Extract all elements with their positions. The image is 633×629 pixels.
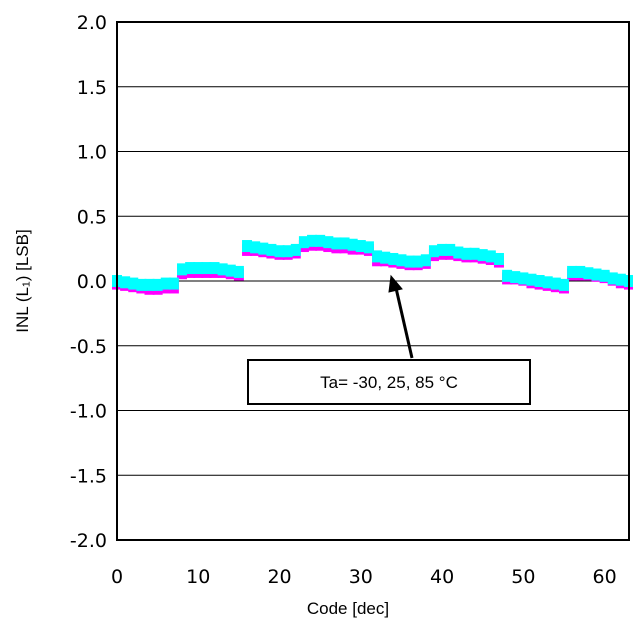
annotation-text: Ta= -30, 25, 85 °C	[320, 373, 458, 392]
data-point	[225, 264, 236, 277]
data-point	[558, 278, 569, 291]
annotation-box	[247, 359, 531, 405]
data-point	[534, 275, 545, 287]
data-point	[217, 263, 228, 276]
data-point	[298, 236, 309, 249]
data-point	[152, 278, 163, 291]
data-point	[510, 271, 521, 284]
data-point	[355, 240, 366, 253]
x-tick-label: 10	[186, 566, 210, 588]
data-point	[242, 240, 253, 253]
annotation-arrowhead	[388, 274, 403, 293]
data-point	[177, 263, 188, 276]
annotation-arrow-line	[394, 287, 414, 359]
data-point	[274, 245, 285, 258]
data-point	[412, 255, 423, 268]
x-tick-label: 60	[593, 566, 617, 588]
y-tick-label: 0.0	[77, 271, 107, 293]
y-tick-label: -1.5	[70, 465, 107, 487]
data-point	[193, 262, 204, 275]
y-tick-label: 2.0	[77, 12, 107, 34]
y-tick-label: -0.5	[70, 336, 107, 358]
y-tick-labels: 2.0 1.5 1.0 0.5 0.0 -0.5 -1.0 -1.5 -2.0	[70, 12, 107, 552]
y-tick-label: 0.5	[77, 206, 107, 228]
data-point	[599, 269, 610, 282]
data-point	[607, 272, 618, 285]
data-point	[388, 252, 399, 265]
data-point	[477, 249, 488, 262]
data-point	[209, 262, 220, 275]
data-point	[502, 269, 513, 282]
data-point	[550, 277, 561, 290]
data-point	[144, 278, 155, 291]
x-axis-label: Code [dec]	[307, 599, 389, 618]
data-point	[567, 265, 578, 278]
plot-frame	[116, 21, 630, 541]
data-point	[404, 255, 415, 268]
data-point	[542, 276, 553, 289]
data-point	[315, 234, 326, 247]
data-point	[290, 243, 301, 256]
x-tick-label: 50	[511, 566, 535, 588]
y-tick-label: -2.0	[70, 530, 107, 552]
data-point	[420, 254, 431, 267]
x-tick-label: 20	[267, 566, 291, 588]
data-point	[120, 276, 131, 289]
data-point	[526, 273, 537, 286]
data-series	[112, 234, 633, 295]
data-point	[168, 277, 179, 290]
y-tick-label: -1.0	[70, 401, 107, 423]
data-point	[339, 237, 350, 250]
data-point	[445, 243, 456, 256]
data-point	[266, 243, 277, 256]
data-point	[615, 273, 626, 286]
data-point	[583, 267, 594, 280]
data-point	[347, 238, 358, 251]
data-point	[331, 237, 342, 250]
data-point	[469, 247, 480, 260]
data-point	[136, 278, 147, 291]
data-point	[363, 241, 374, 254]
data-point	[282, 245, 293, 258]
data-point	[201, 262, 212, 275]
data-point	[493, 252, 504, 265]
x-tick-labels: 0 10 20 30 40 50 60	[111, 566, 617, 588]
x-tick-label: 40	[430, 566, 454, 588]
data-point	[372, 250, 383, 263]
y-axis-label: INL (L₁) [LSB]	[13, 229, 32, 332]
data-point	[160, 277, 171, 290]
y-tick-label: 1.0	[77, 142, 107, 164]
data-point	[128, 277, 139, 290]
x-tick-label: 30	[349, 566, 373, 588]
data-point	[461, 247, 472, 260]
data-point	[258, 242, 269, 255]
data-point	[307, 234, 318, 247]
x-tick-label: 0	[111, 566, 123, 588]
y-tick-label: 1.5	[77, 77, 107, 99]
data-point	[250, 241, 261, 254]
data-point	[485, 250, 496, 263]
data-point	[518, 272, 529, 285]
data-point	[185, 262, 196, 275]
data-point	[575, 265, 586, 278]
data-point	[453, 246, 464, 259]
data-point	[323, 236, 334, 249]
data-point	[396, 254, 407, 267]
data-point	[437, 243, 448, 256]
data-point	[591, 268, 602, 281]
data-point	[380, 251, 391, 264]
data-point	[233, 265, 244, 278]
data-point	[428, 245, 439, 258]
